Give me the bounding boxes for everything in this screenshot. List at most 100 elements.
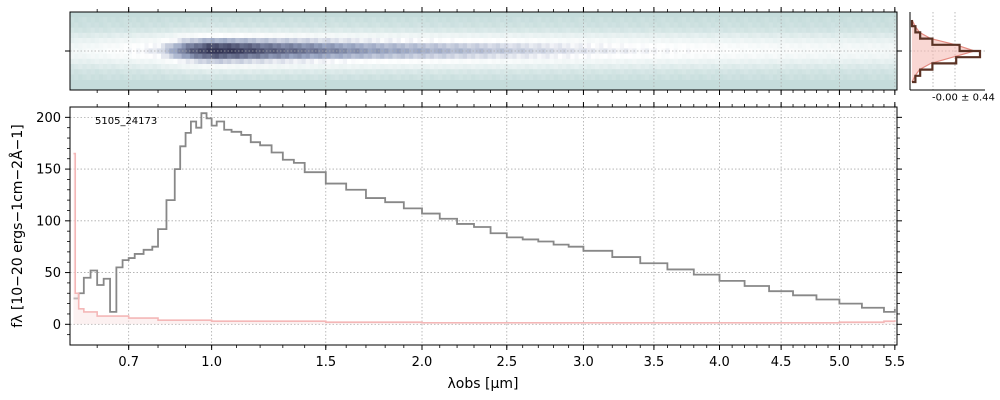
heatmap-cell (400, 69, 406, 75)
heatmap-cell (880, 32, 886, 39)
heatmap-cell (297, 48, 303, 54)
heatmap-cell (152, 69, 158, 75)
heatmap-cell (586, 22, 592, 28)
heatmap-cell (566, 38, 571, 44)
heatmap-cell (541, 27, 547, 34)
heatmap-cell (334, 74, 340, 80)
heatmap-cell (363, 69, 369, 75)
heatmap-cell (94, 17, 100, 23)
heatmap-cell (169, 27, 174, 34)
heatmap-cell (156, 27, 162, 34)
heatmap-cell (438, 17, 443, 23)
heatmap-cell (450, 69, 456, 75)
heatmap-cell (132, 32, 137, 39)
heatmap-cell (413, 27, 418, 34)
heatmap-cell (843, 64, 848, 70)
heatmap-cell (218, 38, 224, 44)
heatmap-cell (371, 53, 377, 60)
heatmap-cell (218, 74, 224, 80)
heatmap-cell (822, 38, 828, 44)
heatmap-cell (772, 48, 778, 54)
heatmap-cell (280, 43, 286, 49)
heatmap-cell (810, 17, 815, 23)
heatmap-cell (123, 64, 129, 70)
heatmap-cell (607, 27, 613, 34)
heatmap-cell (702, 58, 708, 65)
heatmap-cell (479, 43, 485, 49)
heatmap-cell (760, 27, 766, 34)
heatmap-cell (318, 22, 323, 28)
heatmap-cell (330, 17, 336, 23)
heatmap-cell (863, 43, 869, 49)
heatmap-cell (479, 53, 485, 60)
heatmap-cell (210, 38, 216, 44)
heatmap-cell (814, 64, 820, 70)
heatmap-cell (500, 64, 505, 70)
heatmap-cell (624, 32, 629, 39)
heatmap-cell (520, 69, 526, 75)
heatmap-cell (822, 43, 828, 49)
heatmap-cell (706, 74, 712, 80)
heatmap-cell (194, 69, 199, 75)
heatmap-cell (285, 32, 290, 39)
heatmap-cell (144, 43, 150, 49)
heatmap-cell (888, 32, 894, 39)
heatmap-cell (433, 22, 439, 28)
heatmap-cell (619, 48, 625, 54)
heatmap-cell (256, 27, 261, 34)
heatmap-cell (107, 22, 112, 28)
heatmap-cell (260, 27, 265, 34)
heatmap-cell (603, 53, 609, 60)
heatmap-cell (115, 48, 121, 54)
heatmap-cell (189, 58, 195, 65)
heatmap-cell (520, 32, 526, 39)
heatmap-cell (537, 17, 542, 23)
heatmap-cell (355, 43, 361, 49)
heatmap-cell (859, 43, 865, 49)
heatmap-cell (756, 74, 762, 80)
heatmap-cell (82, 22, 88, 28)
heatmap-cell (256, 64, 261, 70)
heatmap-cell (223, 22, 228, 28)
heatmap-cell (851, 74, 857, 80)
heatmap-cell (276, 27, 282, 34)
heatmap-cell (140, 43, 146, 49)
heatmap-cell (723, 53, 729, 60)
heatmap-cell (458, 27, 464, 34)
heatmap-cell (231, 69, 236, 75)
heatmap-cell (413, 48, 418, 54)
heatmap-cell (264, 69, 270, 75)
heatmap-cell (843, 58, 848, 65)
heatmap-cell (818, 64, 824, 70)
heatmap-cell (487, 74, 493, 80)
heatmap-cell (160, 22, 166, 28)
heatmap-cell (160, 53, 166, 60)
heatmap-cell (591, 22, 596, 28)
heatmap-cell (94, 74, 100, 80)
heatmap-cell (202, 32, 208, 39)
heatmap-cell (74, 74, 79, 80)
heatmap-cell (404, 58, 410, 65)
heatmap-cell (595, 38, 600, 44)
heatmap-cell (533, 27, 538, 34)
heatmap-cell (553, 38, 559, 44)
heatmap-cell (318, 58, 323, 65)
heatmap-cell (640, 64, 646, 70)
heatmap-cell (839, 38, 844, 44)
heatmap-cell (70, 48, 75, 54)
heatmap-cell (297, 53, 303, 60)
heatmap-cell (384, 43, 389, 49)
heatmap-cell (433, 74, 439, 80)
heatmap-cell (326, 48, 332, 54)
heatmap-cell (719, 64, 724, 70)
heatmap-cell (760, 48, 766, 54)
heatmap-cell (739, 53, 745, 60)
heatmap-cell (421, 17, 427, 23)
heatmap-cell (657, 32, 662, 39)
heatmap-cell (347, 38, 352, 44)
heatmap-cell (247, 38, 253, 44)
heatmap-cell (74, 48, 79, 54)
heatmap-cell (132, 74, 137, 80)
profile-panel: -0.00 ± 0.44 (909, 12, 995, 103)
heatmap-cell (404, 22, 410, 28)
